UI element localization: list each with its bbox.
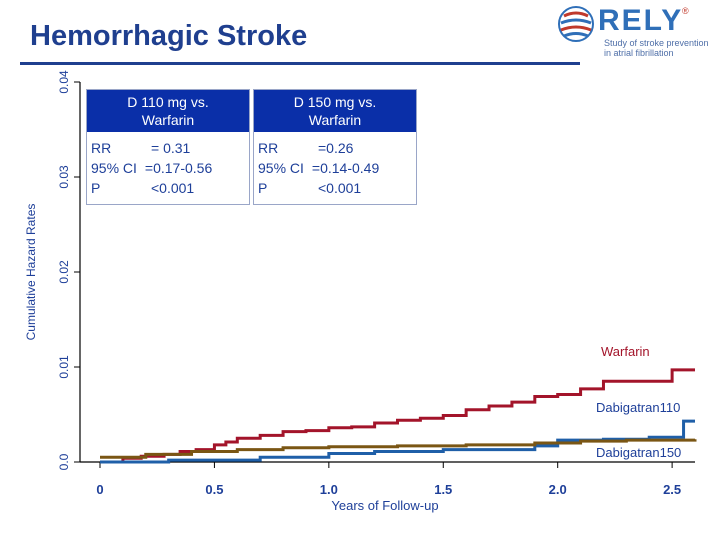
stat-value: =0.26 <box>318 140 354 156</box>
stat-heading-line-1: D 150 mg vs. <box>293 94 377 110</box>
page-title: Hemorrhagic Stroke <box>30 20 308 52</box>
stat-heading-line-2: Warfarin <box>141 112 195 128</box>
x-tick-label: 0.5 <box>205 482 223 497</box>
stat-box-body: RR = 0.31 95% CI =0.17-0.56 P <0.001 <box>87 132 249 198</box>
x-tick-label: 1.5 <box>434 482 452 497</box>
dabigatran110-label: Dabigatran110 <box>596 400 680 415</box>
globe-icon <box>558 6 594 42</box>
x-tick-label: 2.5 <box>663 482 681 497</box>
y-tick-label: 0.02 <box>57 260 71 284</box>
stat-box-body: RR =0.26 95% CI =0.14-0.49 P <0.001 <box>254 132 416 198</box>
logo-registered-mark: ® <box>682 6 689 16</box>
logo-wordmark: RELY <box>598 4 684 37</box>
stat-label: RR <box>258 140 279 156</box>
stat-row-ci: 95% CI =0.17-0.56 <box>91 158 249 178</box>
stat-label: 95% CI <box>91 160 137 176</box>
stat-heading-line-2: Warfarin <box>308 112 362 128</box>
y-tick-label: 0.03 <box>57 165 71 189</box>
x-tick-label: 2.0 <box>549 482 567 497</box>
x-tick-label: 1.0 <box>320 482 338 497</box>
y-tick-label: 0.0 <box>57 453 71 470</box>
dabigatran150-label: Dabigatran150 <box>596 445 681 460</box>
stat-row-p: P <0.001 <box>91 178 249 198</box>
title-rule <box>20 62 580 65</box>
y-tick-label: 0.01 <box>57 355 71 379</box>
stat-value: <0.001 <box>318 180 362 196</box>
rely-logo: RELY ® Study of stroke prevention in atr… <box>556 2 716 62</box>
stat-label: RR <box>91 140 112 156</box>
logo-tagline-line-2: in atrial fibrillation <box>604 48 674 58</box>
logo-tagline-line-1: Study of stroke prevention <box>604 38 709 48</box>
dabigatran150-line <box>100 438 697 459</box>
x-tick-label: 0 <box>96 482 103 497</box>
dabigatran110-line <box>100 419 695 464</box>
stat-value: = 0.31 <box>151 140 191 156</box>
stat-box-d110: D 110 mg vs. Warfarin RR = 0.31 95% CI =0.… <box>86 89 250 205</box>
y-tick-label: 0.04 <box>57 70 71 94</box>
logo-tagline: Study of stroke prevention in atrial fib… <box>604 38 716 58</box>
stat-box-heading: D 110 mg vs. Warfarin <box>87 90 249 132</box>
stat-box-heading: D 150 mg vs. Warfarin <box>254 90 416 132</box>
stat-label: 95% CI <box>258 160 304 176</box>
stat-value: =0.14-0.49 <box>311 160 380 176</box>
stat-box-d150: D 150 mg vs. Warfarin RR =0.26 95% CI =0.1… <box>253 89 417 205</box>
stat-heading-line-1: D 110 mg vs. <box>127 94 209 110</box>
stat-label: P <box>91 180 101 196</box>
stat-row-rr: RR =0.26 <box>258 138 416 158</box>
stat-label: P <box>258 180 268 196</box>
x-axis-title: Years of Follow-up <box>331 498 438 513</box>
stat-row-rr: RR = 0.31 <box>91 138 249 158</box>
stat-row-p: P <0.001 <box>258 178 416 198</box>
stat-value: =0.17-0.56 <box>144 160 213 176</box>
stat-row-ci: 95% CI =0.14-0.49 <box>258 158 416 178</box>
stat-value: <0.001 <box>151 180 195 196</box>
warfarin-label: Warfarin <box>601 344 650 359</box>
y-axis-title: Cumulative Hazard Rates <box>24 204 38 341</box>
